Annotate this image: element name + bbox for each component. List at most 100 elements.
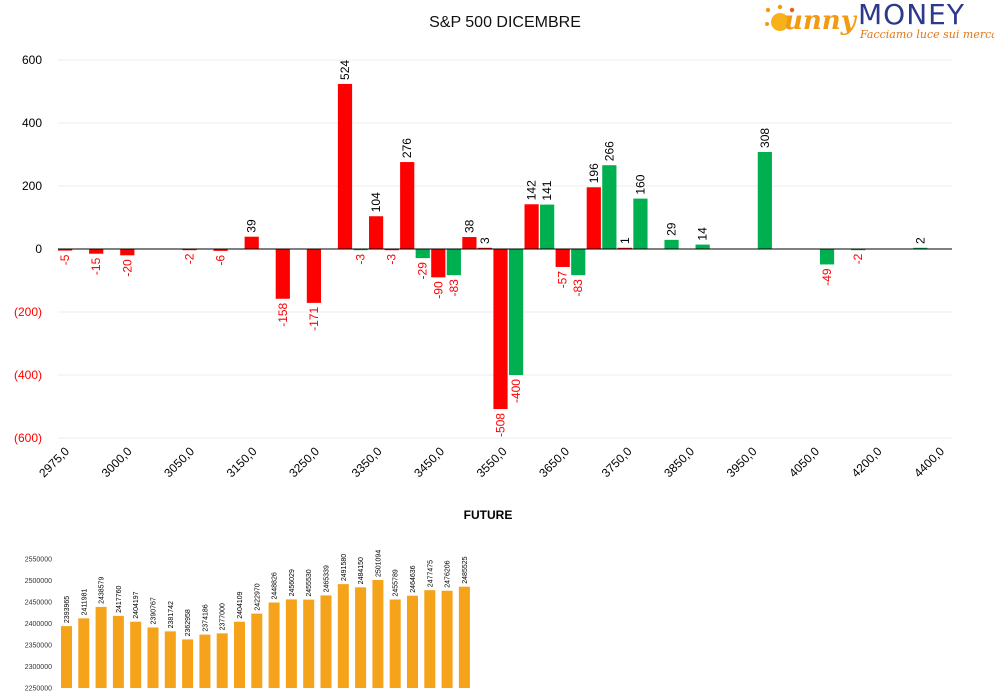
bar: [664, 239, 679, 249]
future-bar: [112, 615, 124, 688]
y-tick-label: 200: [22, 179, 42, 193]
x-tick-label: 3550,0: [474, 444, 510, 480]
future-bar: [147, 627, 159, 688]
bar: [586, 187, 601, 249]
bar: [477, 247, 493, 249]
bar-value-label: -508: [494, 413, 508, 437]
y-tick-label: 0: [35, 242, 42, 256]
bar: [617, 247, 632, 249]
future-bar-value-label: 2501094: [375, 550, 382, 577]
future-bar-value-label: 2362958: [185, 609, 192, 636]
future-bar-value-label: 2422970: [254, 583, 261, 610]
y-tick-label: (600): [14, 431, 42, 445]
bar: [757, 151, 772, 249]
y-tick-label: 400: [22, 116, 42, 130]
bar-value-label: -57: [556, 271, 570, 289]
bar: [58, 249, 73, 251]
bar-value-label: 14: [696, 227, 710, 241]
bar: [400, 162, 415, 249]
future-bar: [337, 584, 349, 688]
future-bar-value-label: 2491580: [341, 554, 348, 581]
bar: [369, 216, 384, 249]
bar: [493, 249, 508, 410]
future-bar: [234, 621, 245, 688]
bar: [602, 165, 617, 249]
x-tick-label: 3850,0: [661, 444, 697, 480]
bar: [633, 198, 648, 249]
bar-value-label: -20: [120, 259, 134, 277]
bar-value-label: -15: [89, 257, 103, 275]
brand-money: MONEY: [858, 0, 965, 31]
bar-value-label: 141: [540, 180, 554, 200]
y-tick-label: (200): [14, 305, 42, 319]
bar: [306, 249, 321, 303]
bar-value-label: 160: [633, 174, 647, 194]
bar-value-label: -3: [354, 254, 368, 265]
x-tick-label: 3150,0: [224, 444, 260, 480]
x-tick-label: 3750,0: [599, 444, 635, 480]
future-bar: [164, 631, 176, 688]
future-bar: [285, 599, 297, 688]
x-tick-label: 3650,0: [536, 444, 572, 480]
bar: [540, 204, 555, 249]
future-bar-value-label: 2404197: [133, 591, 140, 618]
brand-sunny: unny: [784, 6, 856, 36]
y-tick-label: 600: [22, 53, 42, 67]
future-bar: [303, 599, 315, 688]
future-bar-value-label: 2476206: [445, 560, 452, 587]
future-bar: [424, 590, 436, 688]
bar-value-label: -90: [431, 281, 445, 299]
bar-value-label: 142: [525, 180, 539, 200]
bar: [337, 83, 353, 249]
bar-value-label: -2: [851, 253, 865, 264]
bar: [524, 204, 539, 249]
bar-value-label: -171: [307, 307, 321, 331]
bar: [353, 249, 368, 251]
bar-value-label: 38: [462, 219, 476, 233]
future-bar: [320, 595, 332, 688]
future-bar-value-label: 2381742: [168, 601, 175, 628]
future-bar-value-label: 2393965: [64, 596, 71, 623]
y-tick-label: (400): [14, 368, 42, 382]
sunny-money-logo: unny MONEY Facciamo luce sui mercati: [762, 0, 994, 46]
main-bar-chart: 600 400 200 0 (200) (400) (600) -5 -15 -20 -2 -6 39 -…: [14, 53, 952, 480]
future-y-tick-label: 2500000: [25, 578, 52, 585]
future-bar-value-label: 2448826: [272, 572, 279, 599]
future-chart-title: FUTURE: [463, 508, 513, 522]
x-tick-label: 3350,0: [349, 444, 385, 480]
x-tick-label: 3950,0: [724, 444, 760, 480]
bar-value-label: 276: [400, 138, 414, 158]
bar: [415, 249, 430, 259]
future-bar: [251, 613, 263, 688]
bar-value-label: -400: [509, 379, 523, 403]
future-bar-value-label: 2455789: [393, 569, 400, 596]
future-y-tick-label: 2550000: [25, 557, 52, 564]
x-tick-label: 4400,0: [911, 444, 947, 480]
future-bar-value-label: 2485525: [462, 556, 469, 583]
future-bar: [78, 618, 90, 688]
bar-value-label: 104: [369, 192, 383, 212]
bar: [431, 249, 446, 278]
x-tick-label: 4050,0: [786, 444, 822, 480]
future-y-tick-label: 2250000: [25, 686, 52, 693]
future-bar: [372, 580, 384, 688]
bar-value-label: 266: [602, 141, 616, 161]
bar: [913, 247, 928, 249]
bar: [275, 249, 290, 299]
x-tick-label: 4200,0: [849, 444, 885, 480]
future-bar-value-label: 2390767: [151, 597, 158, 624]
future-y-tick-label: 2350000: [25, 643, 52, 650]
future-bar: [182, 639, 194, 688]
bar-value-label: -6: [214, 255, 228, 266]
bar-value-label: 39: [245, 219, 259, 233]
future-bar: [199, 634, 211, 688]
bar-value-label: -158: [276, 302, 290, 326]
future-bar-value-label: 2417760: [116, 586, 123, 613]
future-bar: [407, 595, 418, 688]
chart-title: S&P 500 DICEMBRE: [429, 14, 581, 31]
future-bar-value-label: 2374186: [202, 604, 209, 631]
bar: [851, 249, 866, 251]
future-bar: [355, 587, 367, 688]
future-bar-value-label: 2438579: [99, 577, 106, 604]
bar-value-label: 524: [338, 60, 352, 80]
